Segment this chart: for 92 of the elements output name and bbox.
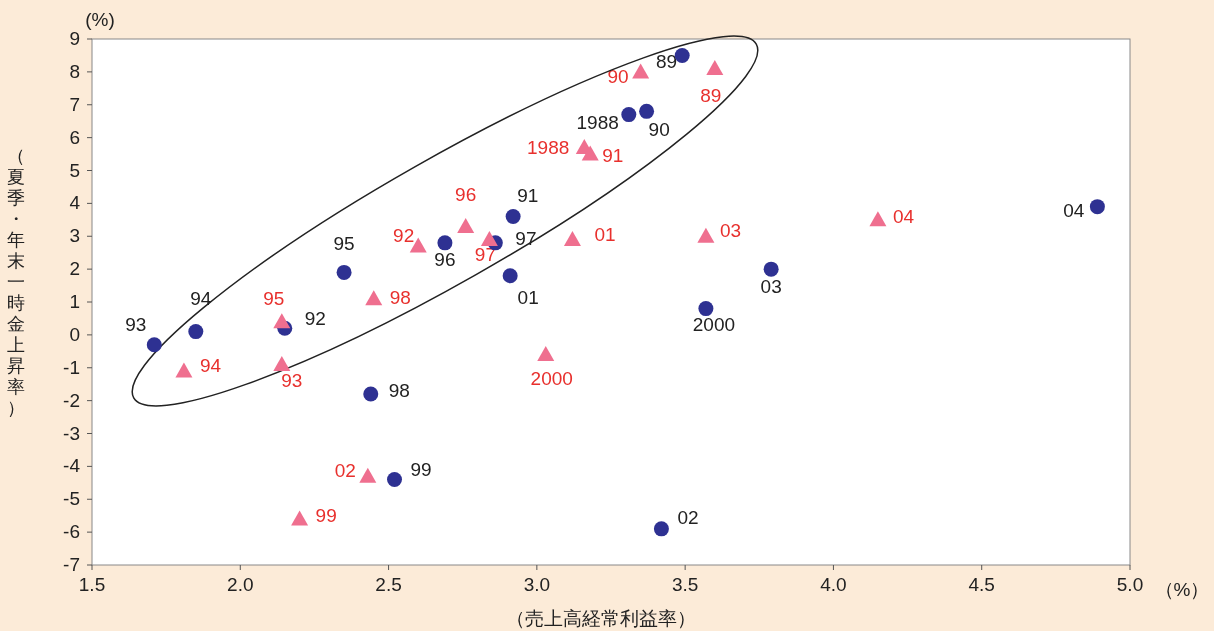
y-tick-label: -7 (63, 554, 80, 575)
annotation: 99 (410, 458, 432, 480)
annotation: 94 (199, 355, 222, 377)
x-tick-label: 4.5 (968, 574, 995, 595)
point (291, 510, 309, 526)
y-tick-label: 4 (69, 192, 81, 214)
annotation: 2000 (530, 367, 573, 389)
point (359, 467, 377, 483)
annotation: 03 (719, 220, 742, 242)
y-tick-label: 2 (69, 258, 80, 280)
point (437, 235, 453, 251)
point (273, 313, 291, 329)
annotation: 89 (700, 84, 722, 106)
y-tick-label: 9 (69, 28, 80, 49)
x-tick-label: 1.5 (78, 574, 106, 595)
annotation: 95 (333, 233, 355, 255)
point (639, 103, 655, 119)
annotation: 2000 (692, 313, 736, 335)
annotation: 96 (434, 248, 456, 270)
x-tick-label: 2.5 (375, 574, 402, 595)
annotation: 02 (677, 506, 699, 528)
point (697, 227, 715, 243)
point (674, 47, 690, 63)
annotation: 95 (263, 287, 285, 309)
x-tick-label: 3.0 (523, 574, 551, 595)
point (387, 472, 402, 488)
y-tick-label: -2 (63, 389, 80, 411)
annotation: 1988 (576, 111, 619, 133)
text: （夏季・年末一時金上昇率） (7, 146, 25, 418)
annotation: 94 (190, 287, 212, 309)
y-tick-label: 7 (69, 93, 80, 115)
y-tick-label: 8 (69, 60, 80, 82)
annotation: 92 (304, 308, 326, 330)
point (480, 231, 498, 247)
y-tick-label: -1 (63, 356, 80, 378)
annotation: 91 (517, 184, 539, 206)
point (537, 346, 555, 362)
x-tick-label: 2.0 (227, 574, 254, 595)
text: (%) (85, 9, 115, 30)
annotation: 89 (656, 51, 678, 73)
point (1089, 199, 1105, 215)
point (706, 60, 724, 76)
point (188, 324, 204, 340)
annotation: 92 (393, 225, 415, 247)
annotation: 01 (517, 286, 539, 308)
point (869, 211, 887, 227)
annotation: 98 (389, 286, 411, 308)
x-axis-title: （売上高経常利益率） (506, 608, 696, 629)
point (653, 521, 669, 537)
point (363, 386, 379, 402)
annotation: 01 (594, 223, 616, 245)
annotation: 97 (515, 227, 537, 249)
annotation: 93 (125, 313, 147, 335)
annotation: 90 (648, 119, 670, 141)
annotation: 1988 (527, 136, 570, 158)
y-tick-label: 5 (69, 159, 80, 181)
x-tick-label: 4.0 (820, 574, 847, 595)
point (365, 290, 383, 306)
annotation: 04 (892, 205, 915, 227)
point (175, 362, 193, 378)
annotation: 91 (602, 145, 624, 167)
y-tick-label: 6 (69, 126, 80, 148)
x-tick-label: 3.5 (671, 574, 699, 595)
point (763, 261, 779, 277)
y-tick-label: 1 (69, 291, 80, 312)
point (502, 268, 518, 284)
y-tick-label: -5 (63, 488, 80, 510)
annotation: 02 (334, 460, 356, 482)
annotation: 99 (315, 504, 337, 526)
point (563, 231, 581, 247)
point (632, 63, 650, 79)
y-tick-label: -3 (63, 422, 80, 444)
y-tick-label: 0 (69, 323, 80, 345)
text: （%） (1154, 579, 1210, 600)
point (273, 355, 291, 371)
point (621, 107, 637, 123)
y-tick-label: 3 (69, 225, 80, 247)
annotation: 04 (1063, 199, 1085, 221)
y-tick-label: -6 (63, 521, 80, 543)
annotation: 03 (760, 276, 782, 298)
y-tick-label: -4 (63, 455, 81, 477)
annotation: 90 (607, 65, 629, 87)
point (146, 337, 162, 353)
annotation: 93 (281, 370, 303, 392)
point (505, 209, 521, 225)
annotation: 96 (455, 184, 477, 206)
point (581, 145, 599, 161)
annotation: 98 (388, 380, 410, 402)
point (336, 264, 352, 280)
x-tick-label: 5.0 (1116, 574, 1144, 595)
point (457, 217, 475, 233)
point (698, 301, 714, 317)
